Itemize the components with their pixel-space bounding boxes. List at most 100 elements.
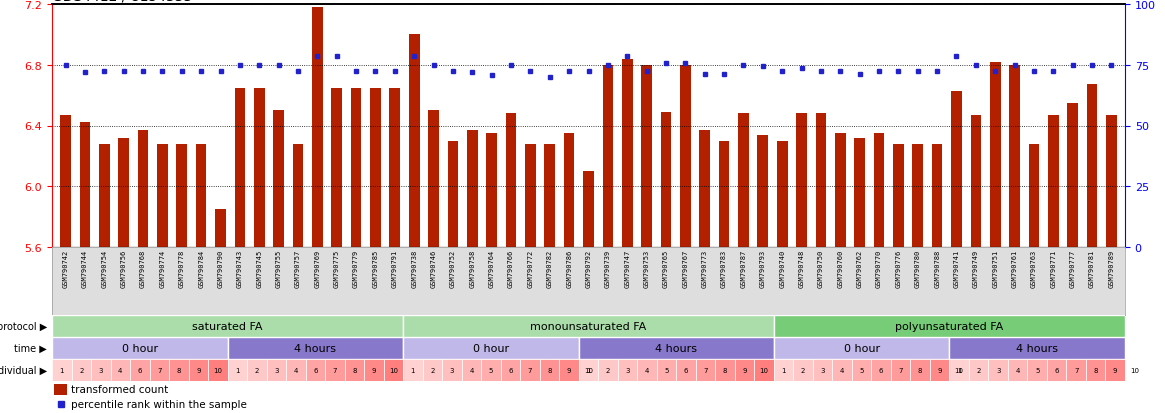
Bar (52, 337, 227, 359)
Bar (599, 359, 617, 381)
Text: GSM790783: GSM790783 (721, 249, 727, 287)
Text: 7: 7 (528, 367, 532, 373)
Text: 10: 10 (1130, 367, 1139, 373)
Text: 7: 7 (157, 367, 162, 373)
Text: GSM790761: GSM790761 (1011, 249, 1017, 287)
Bar (584, 172, 594, 247)
Bar (774, 315, 1125, 337)
Text: GSM790743: GSM790743 (236, 249, 242, 287)
Bar (305, 359, 325, 381)
Bar (910, 359, 930, 381)
Bar (345, 359, 365, 381)
Text: 9: 9 (742, 367, 747, 373)
Bar (930, 359, 949, 381)
Bar (247, 359, 267, 381)
Bar (661, 113, 671, 247)
Bar (52, 359, 71, 381)
Text: GSM790762: GSM790762 (856, 249, 862, 287)
Text: GSM790786: GSM790786 (566, 249, 572, 287)
Text: 1: 1 (586, 367, 591, 373)
Text: time ▶: time ▶ (14, 343, 47, 353)
Bar (719, 141, 729, 247)
Text: 5: 5 (489, 367, 493, 373)
Bar (196, 145, 206, 247)
Bar (677, 359, 696, 381)
Bar (389, 88, 400, 247)
Bar (383, 359, 403, 381)
Bar (525, 145, 536, 247)
Text: 1: 1 (956, 367, 961, 373)
Text: GSM790752: GSM790752 (450, 249, 456, 287)
Bar (254, 88, 264, 247)
Text: percentile rank within the sample: percentile rank within the sample (71, 399, 247, 409)
Bar (715, 359, 735, 381)
Text: 3: 3 (996, 367, 1001, 373)
Bar (79, 123, 90, 247)
Text: 0 hour: 0 hour (473, 343, 509, 353)
Text: GSM790787: GSM790787 (741, 249, 747, 287)
Text: 5: 5 (860, 367, 863, 373)
Text: GSM790788: GSM790788 (934, 249, 940, 287)
Bar (696, 359, 715, 381)
Bar (486, 134, 497, 247)
Bar (699, 131, 709, 247)
Text: 5: 5 (664, 367, 669, 373)
Text: 7: 7 (704, 367, 708, 373)
Text: 4 hours: 4 hours (655, 343, 698, 353)
Bar (1028, 359, 1047, 381)
Bar (1047, 359, 1066, 381)
Bar (579, 359, 599, 381)
Text: GSM790750: GSM790750 (818, 249, 824, 287)
Bar (1087, 85, 1097, 247)
Text: 3: 3 (274, 367, 278, 373)
Bar (216, 209, 226, 247)
Text: 1: 1 (782, 367, 786, 373)
Text: 10: 10 (760, 367, 769, 373)
Bar (932, 145, 942, 247)
Text: 8: 8 (722, 367, 727, 373)
Bar (641, 66, 652, 247)
Bar (1086, 359, 1106, 381)
Text: 9: 9 (1113, 367, 1117, 373)
Text: GSM790776: GSM790776 (896, 249, 902, 287)
Text: GSM790755: GSM790755 (276, 249, 282, 287)
Text: 9: 9 (372, 367, 376, 373)
Bar (1008, 359, 1028, 381)
Bar (267, 359, 287, 381)
Bar (481, 359, 501, 381)
Text: 4: 4 (118, 367, 122, 373)
Text: GSM790780: GSM790780 (915, 249, 920, 287)
Bar (988, 359, 1008, 381)
Bar (793, 359, 813, 381)
Bar (544, 145, 555, 247)
Bar (579, 337, 774, 359)
Text: GSM790749: GSM790749 (973, 249, 979, 287)
Bar (854, 138, 864, 247)
Text: GSM790747: GSM790747 (624, 249, 630, 287)
Bar (274, 111, 284, 247)
Bar (176, 145, 188, 247)
Text: GSM790753: GSM790753 (643, 249, 650, 287)
Text: GSM790767: GSM790767 (683, 249, 689, 287)
Bar (61, 116, 71, 247)
Text: GSM790754: GSM790754 (101, 249, 107, 287)
Text: 2: 2 (976, 367, 981, 373)
Bar (559, 359, 579, 381)
Bar (54, 384, 68, 394)
Bar (949, 359, 969, 381)
Bar (739, 114, 749, 247)
Bar (429, 111, 439, 247)
Text: polyunsaturated FA: polyunsaturated FA (895, 321, 1003, 331)
Text: 6: 6 (137, 367, 142, 373)
Text: GSM790792: GSM790792 (586, 249, 592, 287)
Text: 6: 6 (684, 367, 689, 373)
Text: GDS4412 / 8154333: GDS4412 / 8154333 (52, 0, 192, 4)
Bar (111, 359, 130, 381)
Bar (403, 337, 579, 359)
Bar (579, 359, 599, 381)
Text: GSM790751: GSM790751 (993, 249, 998, 287)
Text: 3: 3 (450, 367, 454, 373)
Text: GSM790785: GSM790785 (373, 249, 379, 287)
Bar (774, 337, 949, 359)
Bar (637, 359, 657, 381)
